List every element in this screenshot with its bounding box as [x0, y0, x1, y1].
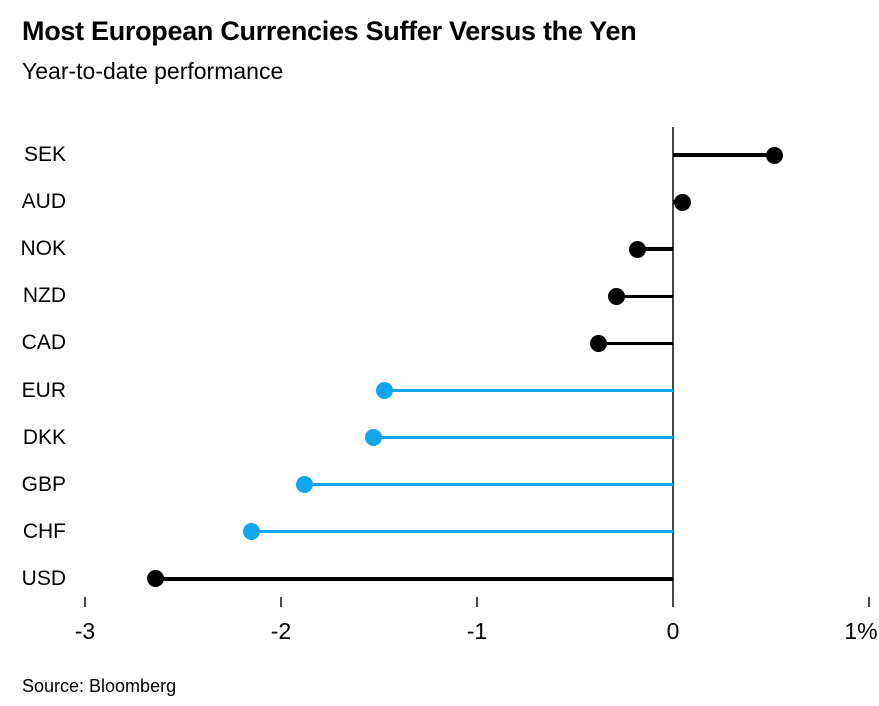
category-label-nok: NOK	[20, 237, 66, 261]
category-label-eur: EUR	[21, 378, 66, 402]
lollipop-dot-nzd	[607, 287, 625, 305]
x-axis-label--3: -3	[74, 618, 96, 644]
lollipop-stem-cad	[598, 341, 673, 346]
category-label-usd: USD	[21, 566, 66, 590]
lollipop-dot-cad	[590, 334, 608, 352]
x-axis-tick-1pct	[868, 597, 870, 607]
lollipop-dot-dkk	[364, 429, 382, 447]
x-axis-tick--2	[280, 597, 282, 607]
category-label-cad: CAD	[21, 331, 66, 355]
lollipop-dot-usd	[147, 570, 165, 588]
x-axis-label-1pct: 1%	[844, 618, 878, 644]
x-axis-tick--1	[476, 597, 478, 607]
category-label-dkk: DKK	[22, 425, 66, 449]
lollipop-stem-dkk	[373, 436, 673, 440]
x-axis-tick--3	[84, 597, 86, 607]
lollipop-stem-eur	[384, 389, 673, 392]
lollipop-stem-gbp	[304, 483, 673, 487]
lollipop-dot-nok	[629, 240, 647, 258]
x-axis-label--1: -1	[466, 618, 488, 644]
lollipop-dot-aud	[674, 193, 692, 211]
lollipop-dot-gbp	[296, 476, 314, 494]
zero-baseline	[672, 127, 674, 607]
x-axis-label-0: 0	[666, 618, 680, 644]
lollipop-stem-usd	[155, 577, 673, 581]
category-label-gbp: GBP	[21, 472, 66, 496]
x-axis-label--2: -2	[270, 618, 292, 644]
source-note: Source: Bloomberg	[22, 676, 177, 696]
chart-title: Most European Currencies Suffer Versus t…	[22, 16, 637, 46]
x-axis-tick-0	[672, 597, 674, 607]
category-label-sek: SEK	[23, 143, 66, 166]
lollipop-stem-nok	[637, 247, 673, 251]
lollipop-stem-chf	[251, 530, 673, 534]
category-label-aud: AUD	[21, 190, 66, 214]
lollipop-dot-sek	[766, 146, 784, 164]
lollipop-stem-sek	[673, 153, 775, 157]
category-label-nzd: NZD	[22, 284, 66, 308]
lollipop-dot-eur	[376, 382, 394, 399]
category-label-chf: CHF	[22, 519, 66, 543]
lollipop-stem-nzd	[616, 294, 673, 299]
lollipop-dot-chf	[243, 523, 261, 541]
chart-subtitle: Year-to-date performance	[22, 58, 284, 84]
